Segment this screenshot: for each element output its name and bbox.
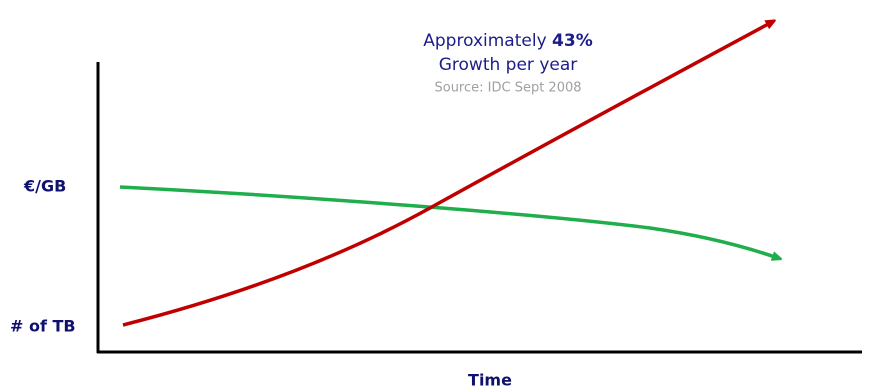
source: Source: IDC Sept 2008 [434, 81, 581, 96]
x-label: Time [468, 371, 512, 390]
headline-highlight: 43% [552, 31, 593, 51]
headline: Approximately 43% [423, 31, 592, 51]
subtitle: Growth per year [439, 55, 578, 75]
headline-lead: Approximately [423, 31, 546, 51]
y-label-price: €/GB [23, 177, 66, 196]
price-curve [119, 185, 778, 258]
capacity-curve [122, 22, 772, 327]
y-label-capacity: # of TB [10, 317, 76, 336]
